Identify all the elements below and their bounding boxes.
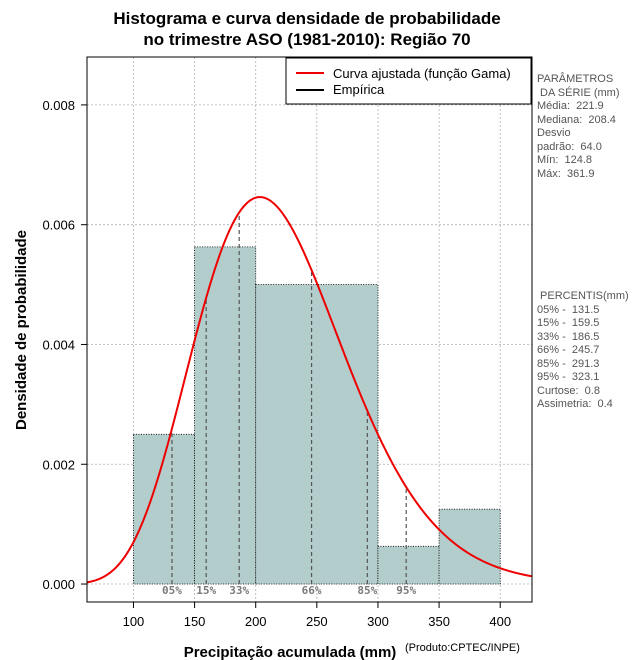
histogram-bar	[377, 545, 440, 585]
x-tick-label: 200	[245, 614, 267, 629]
percentile-15: 15% - 159.5	[537, 317, 600, 329]
y-tick-label: 0.006	[42, 218, 75, 233]
percentile-85: 85% - 291.3	[537, 357, 600, 370]
legend-empirical-label: Empírica	[333, 82, 385, 97]
percentile-labels: 05% 15% 33% 66% 85% 95%	[162, 584, 416, 597]
y-tick-label: 0.008	[42, 98, 75, 113]
legend-box	[285, 57, 532, 105]
percentiles-heading: PERCENTIS(mm)	[537, 290, 629, 302]
y-axis: 0.000 0.002 0.004 0.006 0.008	[42, 98, 88, 592]
series-parameters-panel: PARÂMETROS DA SÉRIE (mm) Média: 221.9 Me…	[537, 73, 640, 181]
percentile-33: 33% - 186.5	[537, 330, 600, 343]
percentile-05: 05% - 131.5	[537, 303, 600, 316]
percentile-66: 66% - 245.7	[537, 344, 600, 356]
x-tick-label: 100	[123, 614, 145, 629]
x-tick-label: 350	[428, 614, 450, 629]
percentile-label: 66%	[302, 584, 322, 597]
chart-title-line-2: no trimestre ASO (1981-2010): Região 70	[143, 30, 470, 49]
params-heading-line-1: PARÂMETROS	[537, 73, 614, 85]
legend: Curva ajustada (função Gama) Empírica	[285, 57, 532, 105]
x-axis: 100 150 200 250 300 350 400	[123, 601, 511, 629]
percentile-label: 95%	[396, 584, 416, 597]
percentile-label: 85%	[357, 584, 377, 597]
kurtosis: Curtose: 0.8	[537, 384, 600, 397]
percentile-label: 33%	[229, 584, 249, 597]
legend-curve-label: Curva ajustada (função Gama)	[333, 66, 511, 81]
y-tick-label: 0.002	[42, 457, 75, 472]
percentile-label: 05%	[162, 584, 182, 597]
param-sd-label: Desvio	[537, 127, 571, 139]
param-median: Mediana: 208.4	[537, 113, 616, 126]
skewness: Assimetria: 0.4	[537, 398, 613, 410]
param-mean: Média: 221.9	[537, 100, 604, 112]
chart-title-line-1: Histograma e curva densidade de probabil…	[113, 9, 500, 28]
percentile-95: 95% - 323.1	[537, 371, 600, 383]
x-tick-label: 250	[306, 614, 328, 629]
param-sd: padrão: 64.0	[537, 140, 602, 153]
x-tick-label: 150	[184, 614, 206, 629]
x-axis-label: Precipitação acumulada (mm)	[184, 644, 397, 660]
fitted-gamma-curve	[86, 196, 533, 584]
histogram-bars	[133, 246, 501, 585]
params-heading-line-2: DA SÉRIE (mm)	[537, 86, 620, 99]
y-axis-label: Densidade de probabilidade	[13, 230, 30, 430]
param-max: Máx: 361.9	[537, 167, 595, 180]
percentile-lines	[171, 212, 407, 585]
percentile-label: 15%	[196, 584, 216, 597]
param-min: Mín: 124.8	[537, 154, 593, 166]
y-tick-label: 0.004	[42, 337, 75, 352]
histogram-bar	[438, 508, 501, 585]
fitted-curve-group	[86, 196, 533, 584]
histogram-bar	[194, 246, 257, 585]
x-tick-label: 300	[367, 614, 389, 629]
histogram-bar	[255, 284, 379, 585]
product-credit: (Produto:CPTEC/INPE)	[405, 642, 520, 654]
x-tick-label: 400	[489, 614, 511, 629]
y-tick-label: 0.000	[42, 577, 75, 592]
percentiles-panel: PERCENTIS(mm) 05% - 131.5 15% - 159.5 33…	[537, 290, 640, 412]
